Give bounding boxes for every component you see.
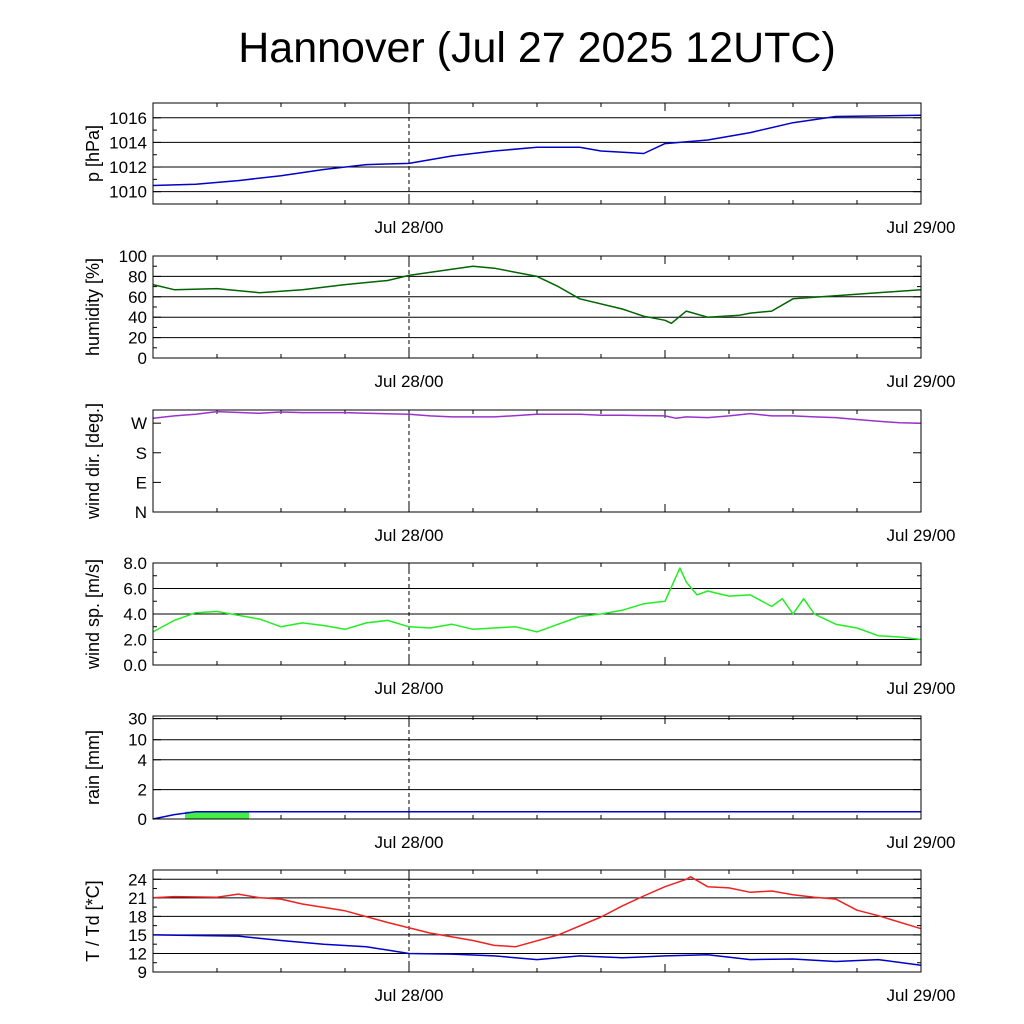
ytick-label-humidity-4: 80 bbox=[128, 267, 147, 286]
plot-frame-pressure bbox=[152, 102, 922, 205]
ytick-label-wind_speed-0: 0.0 bbox=[123, 656, 147, 675]
panel-rain: 0 2 410 30 Jul 28/00 Jul 29/00 rain [mm] bbox=[83, 710, 956, 852]
page-title: Hannover (Jul 27 2025 12UTC) bbox=[238, 24, 836, 72]
ytick-label-temperature-1: 12 bbox=[128, 944, 147, 963]
ylabel-wind_dir: wind dir. [deg.] bbox=[83, 403, 103, 520]
ylabel-wind_speed: wind sp. [m/s] bbox=[83, 559, 103, 670]
ytick-label-wind_speed-2: 4.0 bbox=[123, 605, 147, 624]
ytick-label-temperature-0: 9 bbox=[138, 963, 147, 982]
ytick-label-wind_dir-2: S bbox=[136, 444, 147, 463]
xtick-label-wind_dir-0: Jul 28/00 bbox=[375, 526, 444, 545]
xtick-label-rain-0: Jul 28/00 bbox=[375, 833, 444, 852]
series-line-wind_speed-0 bbox=[152, 567, 922, 641]
series-line-pressure-0 bbox=[152, 114, 922, 187]
ytick-label-humidity-1: 20 bbox=[128, 329, 147, 348]
rain-bar-0 bbox=[185, 811, 249, 819]
ylabel-pressure: p [hPa] bbox=[83, 125, 103, 182]
ytick-label-wind_speed-3: 6.0 bbox=[123, 580, 147, 599]
ytick-label-temperature-4: 21 bbox=[128, 889, 147, 908]
ytick-label-rain-1: 2 bbox=[138, 781, 147, 800]
ytick-label-wind_speed-4: 8.0 bbox=[123, 554, 147, 573]
ylabel-rain: rain [mm] bbox=[83, 730, 103, 805]
ytick-label-wind_dir-1: E bbox=[136, 473, 147, 492]
plot-frame-rain bbox=[152, 715, 922, 820]
xtick-label-wind_speed-1: Jul 29/00 bbox=[887, 679, 956, 698]
xtick-label-humidity-1: Jul 29/00 bbox=[887, 372, 956, 391]
plot-frame-temperature bbox=[152, 869, 922, 973]
ylabel-temperature: T / Td [*C] bbox=[83, 880, 103, 961]
panel-wind_speed: 0.0 2.0 4.0 6.0 8.0 Jul 28/00 Jul 29/00 wind sp… bbox=[83, 554, 956, 698]
ytick-label-rain-0: 0 bbox=[138, 810, 147, 829]
ytick-label-pressure-0: 1010 bbox=[109, 183, 147, 202]
series-line-wind_dir-0 bbox=[152, 410, 922, 424]
xtick-label-temperature-0: Jul 28/00 bbox=[375, 986, 444, 1005]
ytick-label-rain-2: 4 bbox=[138, 751, 147, 770]
ytick-label-temperature-2: 15 bbox=[128, 926, 147, 945]
series-line-temperature-0 bbox=[152, 876, 922, 948]
plot-frame-wind_dir bbox=[152, 409, 922, 513]
xtick-label-humidity-0: Jul 28/00 bbox=[375, 372, 444, 391]
xtick-label-temperature-1: Jul 29/00 bbox=[887, 986, 956, 1005]
series-line-humidity-0 bbox=[152, 265, 922, 325]
ytick-label-rain-4: 30 bbox=[128, 710, 147, 729]
ytick-label-temperature-3: 18 bbox=[128, 907, 147, 926]
xtick-label-rain-1: Jul 29/00 bbox=[887, 833, 956, 852]
xtick-label-pressure-0: Jul 28/00 bbox=[375, 218, 444, 237]
panel-pressure: 1010 1012 1014 1016 Jul 28/00 Jul 29/00 p [hPa… bbox=[83, 102, 956, 237]
ytick-label-pressure-1: 1012 bbox=[109, 158, 147, 177]
ytick-label-pressure-3: 1016 bbox=[109, 109, 147, 128]
ytick-label-humidity-0: 0 bbox=[138, 349, 147, 368]
ytick-label-humidity-2: 40 bbox=[128, 308, 147, 327]
ytick-label-temperature-5: 24 bbox=[128, 870, 147, 889]
xtick-label-wind_speed-0: Jul 28/00 bbox=[375, 679, 444, 698]
xtick-label-pressure-1: Jul 29/00 bbox=[887, 218, 956, 237]
ytick-label-wind_speed-1: 2.0 bbox=[123, 631, 147, 650]
series-line-rain-0 bbox=[152, 810, 921, 820]
plot-frame-wind_speed bbox=[152, 562, 922, 666]
plot-frame-humidity bbox=[152, 255, 922, 359]
ytick-label-rain-3: 10 bbox=[128, 731, 147, 750]
series-line-temperature-1 bbox=[152, 934, 922, 966]
ytick-label-wind_dir-0: N bbox=[135, 503, 147, 522]
ytick-label-humidity-5: 100 bbox=[119, 247, 147, 266]
ytick-label-wind_dir-3: W bbox=[131, 414, 147, 433]
ytick-label-humidity-3: 60 bbox=[128, 288, 147, 307]
ylabel-humidity: humidity [%] bbox=[83, 258, 103, 356]
xtick-label-wind_dir-1: Jul 29/00 bbox=[887, 526, 956, 545]
ytick-label-pressure-2: 1014 bbox=[109, 133, 147, 152]
